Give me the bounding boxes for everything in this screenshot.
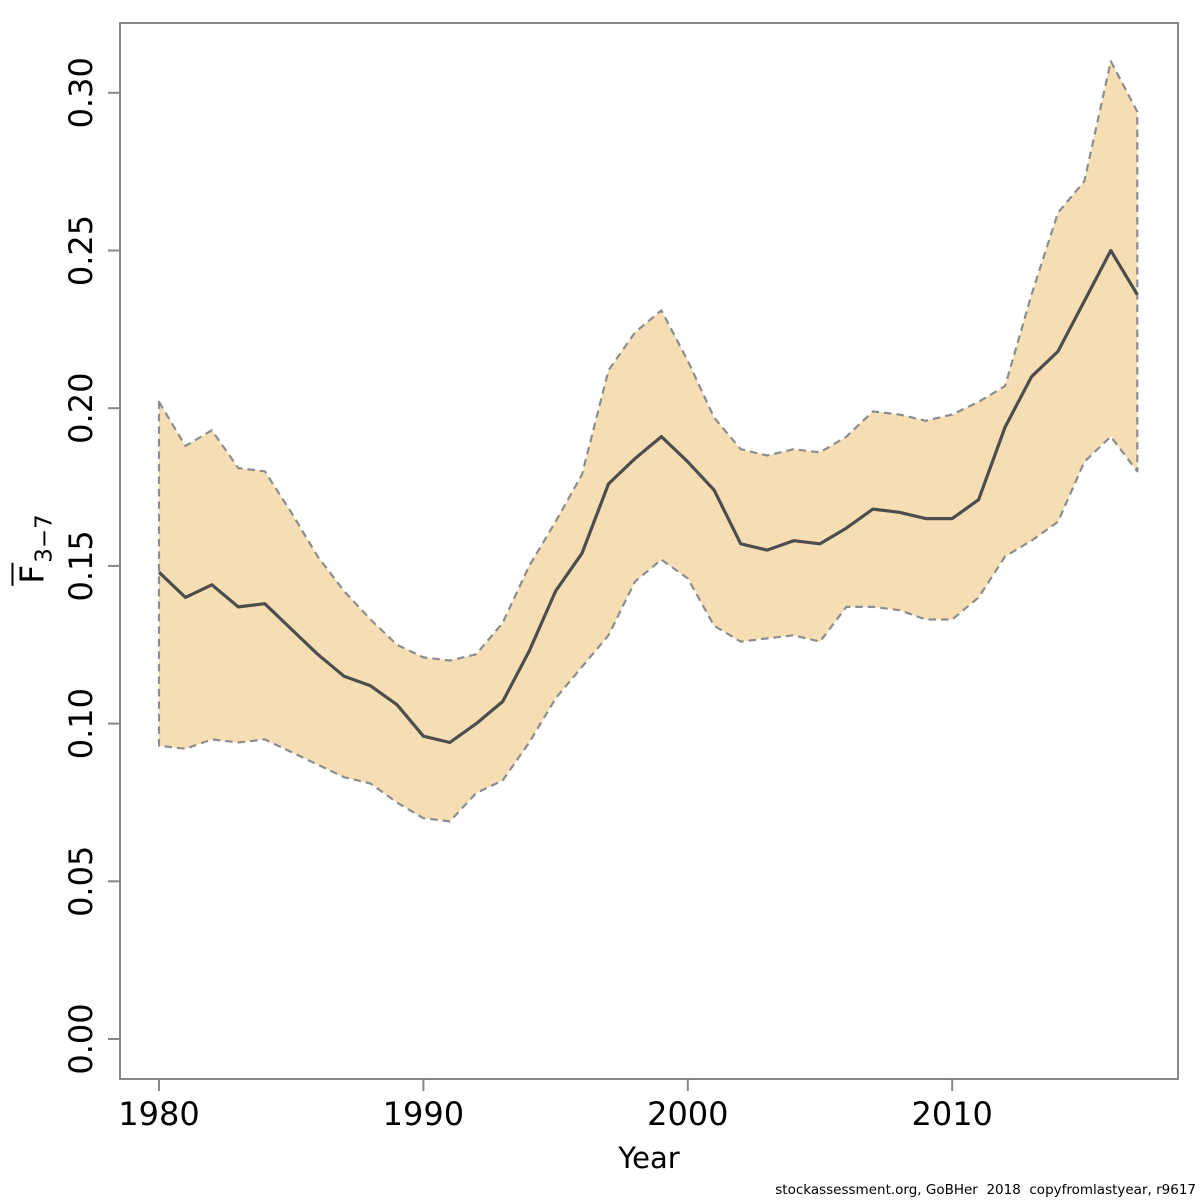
y-axis-label: F3−7 [11, 514, 58, 586]
x-tick-label: 1980 [118, 1095, 199, 1133]
y-tick-label: 0.10 [62, 688, 100, 759]
y-tick-label: 0.20 [62, 373, 100, 444]
y-tick-label: 0.00 [62, 1003, 100, 1074]
x-axis-label: Year [617, 1141, 679, 1175]
plot-box [119, 22, 1179, 1080]
confidence-band-fill [159, 61, 1138, 822]
y-tick-label: 0.30 [62, 57, 100, 128]
f-bar-letter: F [11, 562, 52, 586]
y-tick-label: 0.25 [62, 215, 100, 286]
mean-f-line [157, 248, 1139, 745]
footer-credit: stockassessment.org, GoBHer 2018 copyfro… [775, 1182, 1196, 1198]
y-tick-label: 0.05 [62, 846, 100, 917]
f-subscript: 3−7 [31, 514, 58, 563]
x-tick-label: 2000 [647, 1095, 728, 1133]
x-tick-label: 1990 [383, 1095, 464, 1133]
confidence-band-outline [157, 60, 1139, 823]
y-tick-label: 0.15 [62, 530, 100, 601]
x-tick-label: 2010 [911, 1095, 992, 1133]
